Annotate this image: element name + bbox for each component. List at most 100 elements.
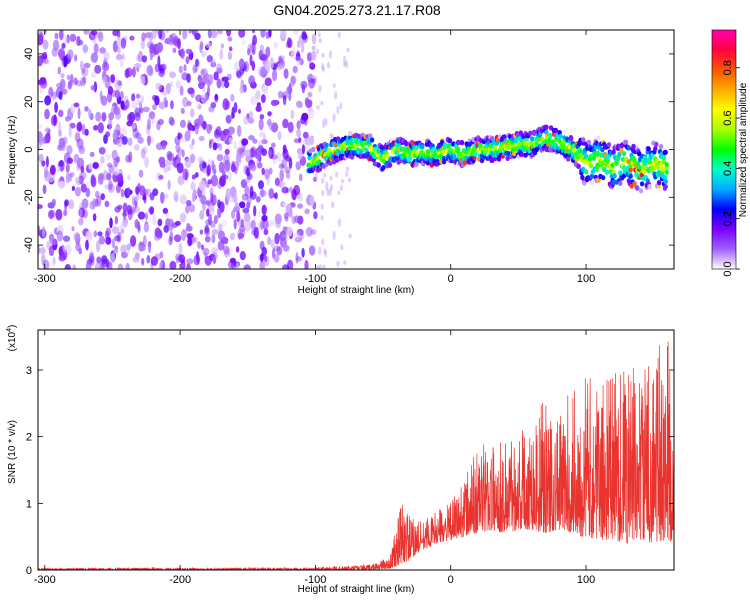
spectrogram-noise-blob — [275, 220, 281, 229]
spectrogram-noise-blob — [254, 147, 262, 160]
spectrogram-noise-blob — [205, 200, 211, 206]
spectrogram-ridge-blob — [637, 164, 642, 170]
spectrogram-noise-blob — [98, 147, 106, 155]
spectrogram-noise-blob — [56, 230, 64, 242]
spectrogram-noise-blob — [126, 187, 131, 196]
spectrogram-noise-blob — [213, 71, 219, 81]
spectrogram-noise-blob — [231, 160, 235, 167]
spectrogram-noise-blob — [66, 145, 73, 155]
spectrogram-noise-blob — [210, 102, 217, 109]
spectrogram-noise-blob — [165, 30, 169, 33]
spectrogram-noise-blob — [158, 261, 163, 269]
colorbar-label: Normalized spectral amplitude — [738, 82, 749, 217]
spectrogram-noise-blob — [244, 185, 250, 197]
spectrogram-noise-blob — [131, 93, 136, 102]
spectrogram-noise-blob — [147, 135, 151, 147]
spectrogram-noise-blob — [180, 107, 185, 115]
spectrogram-noise-blob — [149, 43, 155, 54]
colorbar-tick-label: 0.2 — [722, 211, 734, 226]
spectrogram-noise-blob — [112, 40, 118, 53]
spectrogram-noise-blob — [263, 255, 270, 267]
snr-frame — [37, 329, 675, 571]
spectrogram-noise-blob — [105, 131, 110, 138]
spectrogram-noise-blob — [72, 264, 77, 269]
spectrogram-noise-blob — [57, 48, 65, 58]
spectrogram-noise-blob — [282, 118, 289, 129]
spectrogram-noise-blob — [112, 248, 119, 255]
spectrogram-noise-blob — [68, 172, 73, 183]
spectrogram-noise-blob — [305, 227, 313, 237]
spectrogram-noise-blob — [226, 73, 232, 81]
spectrogram-noise-blob — [135, 187, 140, 196]
snr-ticks: -300 -200 -100 0 100 0 1 2 3 — [26, 330, 674, 586]
spectrogram-ridge-blob — [376, 162, 381, 168]
spectrogram-noise-blob — [279, 230, 287, 242]
spectrogram-noise-blob — [308, 78, 316, 89]
spectrogram-noise-blob — [186, 225, 193, 232]
colorbar-gradient — [711, 29, 737, 270]
spectrogram-noise-blob — [67, 157, 73, 164]
spectrogram-noise-blob — [336, 260, 340, 268]
spectrogram-noise-blob — [286, 37, 292, 48]
spectrogram-noise-blob — [124, 68, 130, 79]
spectrogram-noise-blob — [103, 51, 110, 61]
spectrogram-noise-blob — [159, 161, 166, 168]
spectrogram-noise-blob — [285, 41, 291, 49]
spectrogram-noise-blob — [243, 116, 249, 125]
spectrogram-noise-blob — [139, 185, 146, 197]
spectrogram-noise-blob — [90, 176, 97, 188]
spectrogram-noise-blob — [140, 95, 145, 104]
spectrogram-noise-blob — [39, 77, 47, 85]
snr-scale-label: (x104) — [6, 325, 18, 352]
spectrogram-noise-blob — [296, 100, 302, 109]
spectrogram-noise-blob — [88, 162, 93, 171]
spectrogram-noise-blob — [208, 213, 213, 226]
spectrogram-noise-blob — [320, 100, 324, 106]
spectrogram-noise-blob — [313, 211, 318, 220]
spectrogram-noise-blob — [294, 215, 300, 224]
spectrogram-noise-blob — [257, 162, 263, 169]
spectrogram-noise-blob — [310, 195, 315, 207]
spectrogram-noise-blob — [141, 55, 148, 63]
spectrogram-noise-blob — [91, 30, 98, 36]
spectrogram-ridge-blob — [663, 149, 668, 155]
spectrogram-noise-blob — [101, 112, 107, 122]
spectrogram-noise-blob — [199, 41, 204, 50]
spectrogram-noise-blob — [170, 32, 177, 44]
spectrogram-marks — [38, 30, 669, 269]
spectrogram-noise-blob — [149, 206, 154, 215]
spectrogram-noise-blob — [122, 53, 126, 61]
snr-marks — [38, 341, 674, 570]
spectrogram-noise-blob — [58, 91, 63, 100]
spectrogram-noise-blob — [284, 166, 291, 174]
spectrogram-noise-blob — [196, 254, 200, 265]
spectrogram-noise-blob — [320, 215, 324, 221]
spectrogram-noise-blob — [132, 66, 136, 78]
spectrogram-ridge-blob — [638, 188, 644, 194]
y-tick-label: 3 — [26, 365, 32, 377]
spectrogram-noise-blob — [205, 44, 210, 51]
spectrogram-noise-blob — [58, 129, 62, 137]
spectrogram-noise-blob — [82, 44, 89, 54]
spectrogram-noise-blob — [261, 148, 268, 156]
spectrogram-noise-blob — [179, 194, 187, 205]
spectrogram-noise-blob — [105, 236, 112, 245]
spectrogram-noise-blob — [318, 246, 322, 255]
spectrogram-noise-blob — [127, 208, 133, 221]
spectrogram-noise-blob — [206, 208, 210, 217]
spectrogram-noise-blob — [184, 171, 188, 181]
spectrogram-noise-blob — [38, 123, 43, 130]
spectrogram-ridge-blob — [528, 130, 533, 136]
spectrogram-noise-blob — [251, 60, 255, 71]
spectrogram-noise-blob — [233, 218, 237, 230]
spectrogram-noise-blob — [62, 245, 67, 253]
spectrogram-noise-blob — [266, 120, 271, 126]
spectrogram-ridge-blob — [566, 156, 571, 162]
spectrogram-noise-blob — [199, 229, 204, 235]
spectrogram-noise-blob — [239, 251, 246, 261]
spectrogram-noise-blob — [143, 223, 150, 233]
spectrogram-noise-blob — [294, 231, 301, 241]
spectrogram-noise-blob — [73, 102, 80, 108]
spectrogram-noise-blob — [194, 122, 199, 135]
spectrogram-noise-blob — [80, 165, 85, 174]
